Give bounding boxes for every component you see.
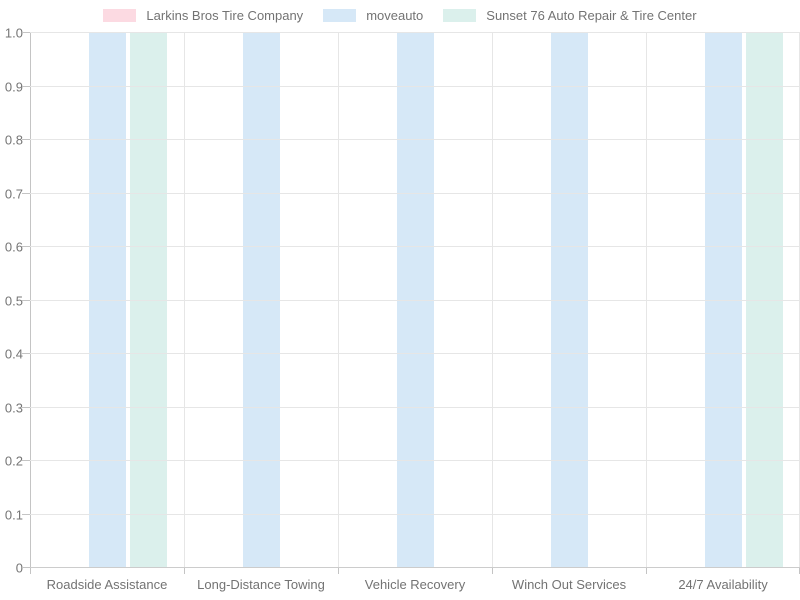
gridline — [30, 192, 800, 194]
gridline — [30, 460, 800, 461]
gridline — [30, 406, 800, 408]
legend-item-larkins-bros-tire-company[interactable]: Larkins Bros Tire Company — [103, 8, 303, 23]
bar-moveauto — [704, 33, 742, 568]
y-tick-label: 0.4 — [4, 346, 23, 362]
y-tick-label: 1.0 — [4, 25, 23, 41]
legend-swatch-icon — [323, 9, 357, 22]
y-axis-tick — [22, 567, 30, 568]
y-tick-label: 0.1 — [4, 507, 23, 522]
bar-sunset-76-auto-repair-tire-center — [129, 33, 167, 568]
x-category-label: Winch Out Services — [511, 577, 627, 592]
legend-swatch-icon — [443, 9, 477, 22]
plot-area — [22, 32, 800, 574]
y-axis-tick — [22, 406, 30, 408]
category-separator — [338, 33, 339, 568]
x-axis-labels: Roadside Assistance Long-Distance Towing V… — [30, 577, 800, 595]
y-axis-tick — [22, 246, 30, 247]
gridline — [30, 353, 800, 354]
chart-legend: Larkins Bros Tire Company moveauto Sunse… — [0, 8, 800, 23]
y-axis-tick — [22, 299, 30, 301]
x-axis-tick — [184, 568, 185, 574]
y-tick-label: 0.8 — [4, 132, 23, 148]
x-axis-tick — [646, 568, 647, 574]
legend-label: moveauto — [366, 8, 424, 23]
category-separator — [492, 33, 493, 568]
bar-group-3 — [338, 33, 492, 568]
y-tick-label: 0.9 — [4, 79, 23, 94]
legend-swatch-icon — [103, 9, 137, 22]
bar-moveauto — [396, 33, 434, 568]
bar-group-5 — [646, 33, 800, 568]
y-axis-line — [30, 33, 31, 568]
y-tick-label: 0.5 — [4, 293, 23, 308]
y-axis-tick — [22, 139, 30, 140]
y-tick-label: 0.2 — [4, 453, 23, 469]
gridline — [30, 85, 800, 87]
x-category-label: Long-Distance Towing — [197, 577, 325, 592]
y-axis-tick — [22, 32, 30, 33]
bar-moveauto — [88, 33, 126, 568]
legend-label: Larkins Bros Tire Company — [146, 8, 304, 23]
y-axis-labels: 0 0.1 0.2 0.3 0.4 0.5 0.6 0.7 0.8 0.9 1.0 — [0, 27, 23, 575]
bar-group-1 — [30, 33, 184, 568]
y-axis-tick — [22, 353, 30, 354]
bar-moveauto — [550, 33, 588, 568]
gridline — [30, 139, 800, 140]
bar-moveauto — [242, 33, 280, 568]
bar-group-4 — [492, 33, 646, 568]
y-axis-tick — [22, 460, 30, 461]
y-tick-label: 0 — [15, 560, 23, 576]
gridline — [30, 567, 800, 568]
gridline — [30, 32, 800, 33]
legend-label: Sunset 76 Auto Repair & Tire Center — [486, 8, 697, 23]
category-separator — [184, 33, 185, 568]
y-tick-label: 0.6 — [4, 239, 23, 255]
y-tick-label: 0.3 — [4, 400, 23, 415]
gridline — [30, 246, 800, 247]
legend-item-sunset-76-auto-repair-tire-center[interactable]: Sunset 76 Auto Repair & Tire Center — [443, 8, 697, 23]
y-tick-label: 0.7 — [4, 186, 23, 201]
bar-sunset-76-auto-repair-tire-center — [745, 33, 783, 568]
bar-group-2 — [184, 33, 338, 568]
gridline — [30, 299, 800, 301]
x-axis-tick — [30, 568, 31, 574]
x-category-label: Roadside Assistance — [46, 577, 168, 592]
y-axis-tick — [22, 513, 30, 515]
x-category-label: Vehicle Recovery — [364, 577, 466, 592]
x-axis-tick — [492, 568, 493, 574]
x-axis-tick — [338, 568, 339, 574]
x-category-label: 24/7 Availability — [678, 577, 768, 592]
legend-item-moveauto[interactable]: moveauto — [323, 8, 423, 23]
gridline — [30, 513, 800, 515]
y-axis-tick — [22, 192, 30, 194]
y-axis-tick — [22, 85, 30, 87]
category-separator — [646, 33, 647, 568]
